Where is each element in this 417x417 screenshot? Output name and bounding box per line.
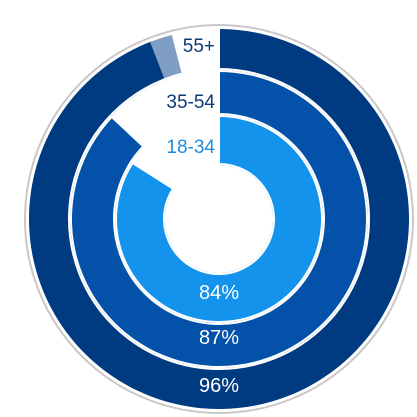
category-label-55+: 55+ (183, 36, 215, 57)
ring-separator-3 (163, 163, 275, 275)
bar-18-34 (117, 117, 321, 322)
category-label-18-34: 18-34 (166, 137, 215, 158)
bar-cap-55+ (150, 34, 182, 81)
outer-frame-ring (24, 24, 414, 414)
value-label-35-54: 87% (199, 327, 239, 349)
value-label-18-34: 84% (199, 282, 239, 304)
category-label-35-54: 35-54 (166, 92, 215, 113)
value-label-55+: 96% (199, 375, 239, 397)
